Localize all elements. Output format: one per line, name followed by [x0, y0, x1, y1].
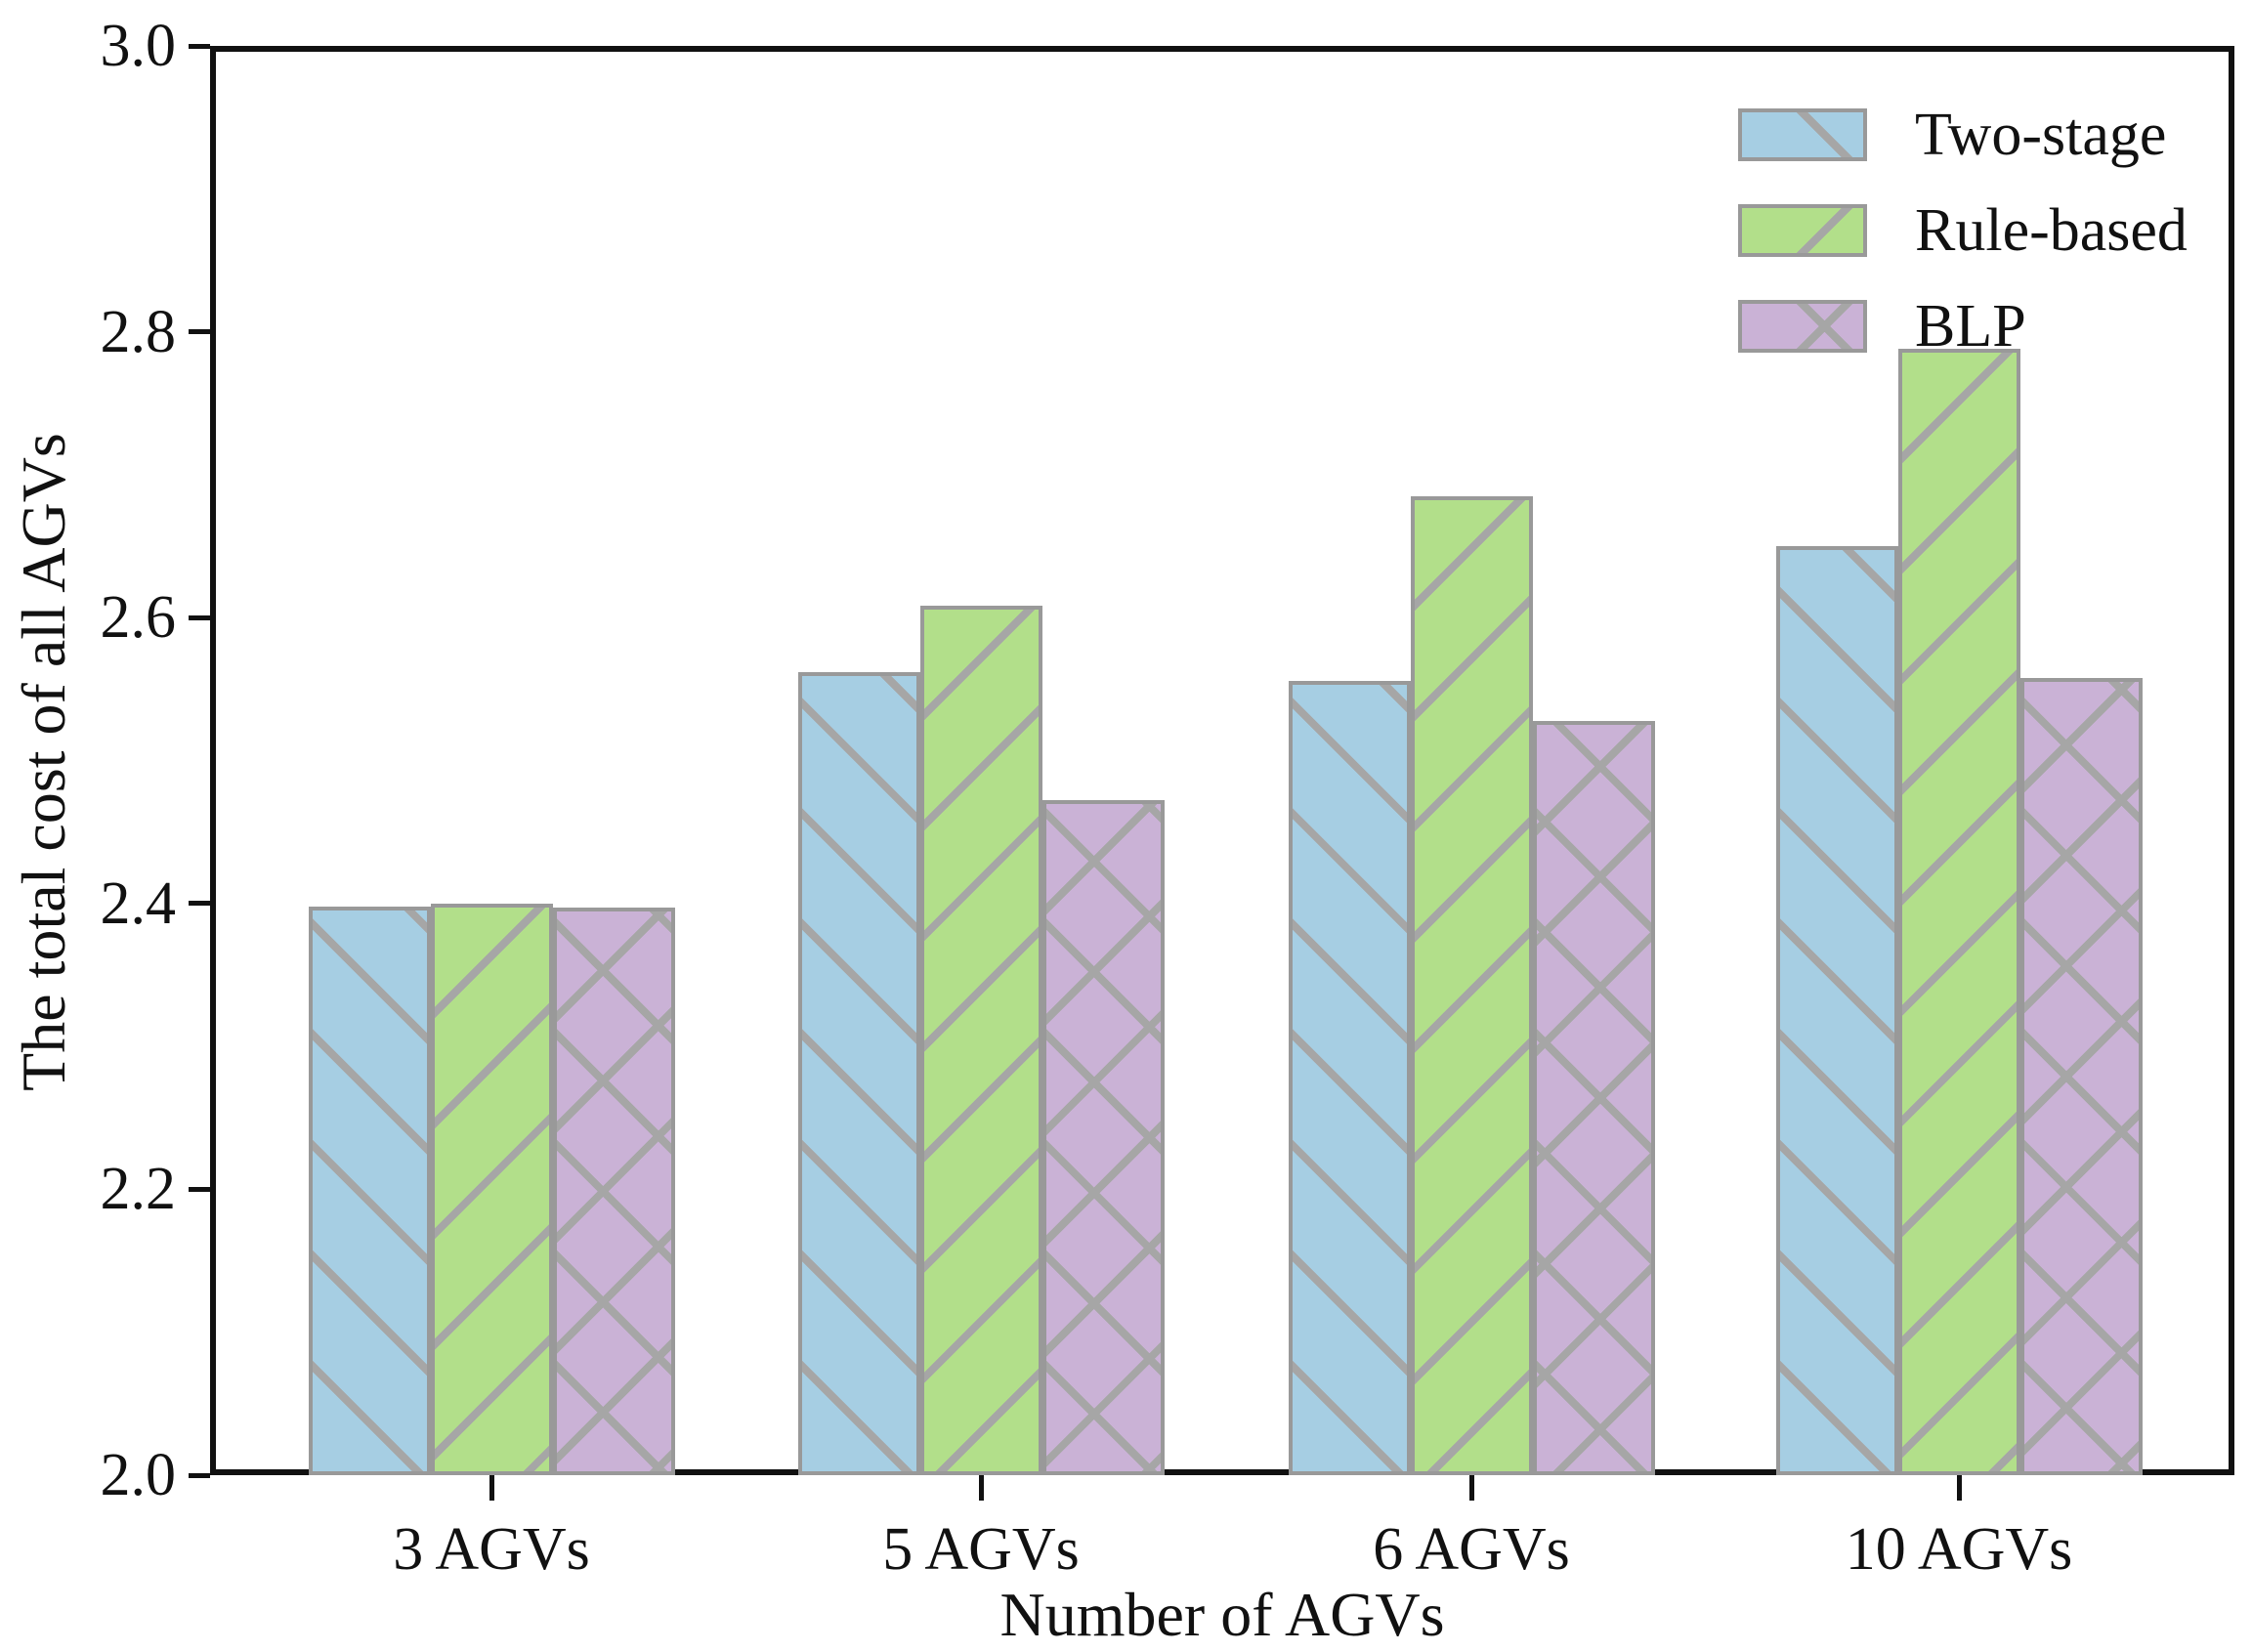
bar-rule-based-6-agvs	[1410, 495, 1533, 1475]
legend-item-rule-based: Rule-based	[1738, 200, 2188, 261]
x-tick-label: 3 AGVs	[393, 1516, 590, 1583]
legend-swatch-rule-based	[1738, 204, 1867, 257]
legend: Two-stage Rule-based BLP	[1738, 105, 2188, 396]
y-tick	[189, 43, 210, 49]
x-axis-title: Number of AGVs	[999, 1580, 1445, 1649]
y-tick-label: 2.4	[100, 869, 177, 937]
bar-rule-based-5-agvs	[919, 606, 1042, 1475]
bar-blp-5-agvs	[1041, 800, 1165, 1475]
legend-label: BLP	[1915, 293, 2026, 360]
legend-swatch-two-stage	[1738, 108, 1867, 161]
y-tick-label: 2.2	[100, 1156, 177, 1223]
bar-blp-6-agvs	[1532, 720, 1655, 1475]
bar-two-stage-6-agvs	[1288, 680, 1411, 1475]
bar-rule-based-3-agvs	[430, 903, 553, 1475]
legend-label: Rule-based	[1915, 197, 2188, 264]
legend-swatch-blp	[1738, 300, 1867, 353]
y-tick	[189, 1472, 210, 1478]
bar-rule-based-10-agvs	[1897, 349, 2020, 1475]
legend-label: Two-stage	[1915, 102, 2167, 168]
y-tick-label: 2.0	[100, 1442, 177, 1508]
x-tick	[489, 1475, 494, 1501]
y-tick	[189, 1186, 210, 1192]
y-tick-label: 3.0	[100, 13, 177, 79]
y-tick	[189, 901, 210, 907]
bar-two-stage-3-agvs	[308, 906, 431, 1475]
plot-area: Two-stage Rule-based BLP	[210, 46, 2234, 1475]
y-tick	[189, 329, 210, 335]
x-tick	[1956, 1475, 1962, 1501]
x-tick	[1468, 1475, 1474, 1501]
legend-item-two-stage: Two-stage	[1738, 105, 2188, 165]
legend-item-blp: BLP	[1738, 296, 2188, 357]
x-tick-label: 10 AGVs	[1845, 1516, 2073, 1583]
y-tick	[189, 614, 210, 620]
y-tick-label: 2.6	[100, 584, 177, 652]
x-tick-label: 5 AGVs	[882, 1516, 1080, 1583]
bar-two-stage-10-agvs	[1775, 546, 1898, 1475]
x-tick	[978, 1475, 984, 1501]
bar-blp-10-agvs	[2019, 677, 2143, 1475]
x-tick-label: 6 AGVs	[1373, 1516, 1570, 1583]
bar-two-stage-5-agvs	[797, 671, 920, 1475]
bar-blp-3-agvs	[552, 908, 675, 1475]
y-tick-label: 2.8	[100, 298, 177, 365]
